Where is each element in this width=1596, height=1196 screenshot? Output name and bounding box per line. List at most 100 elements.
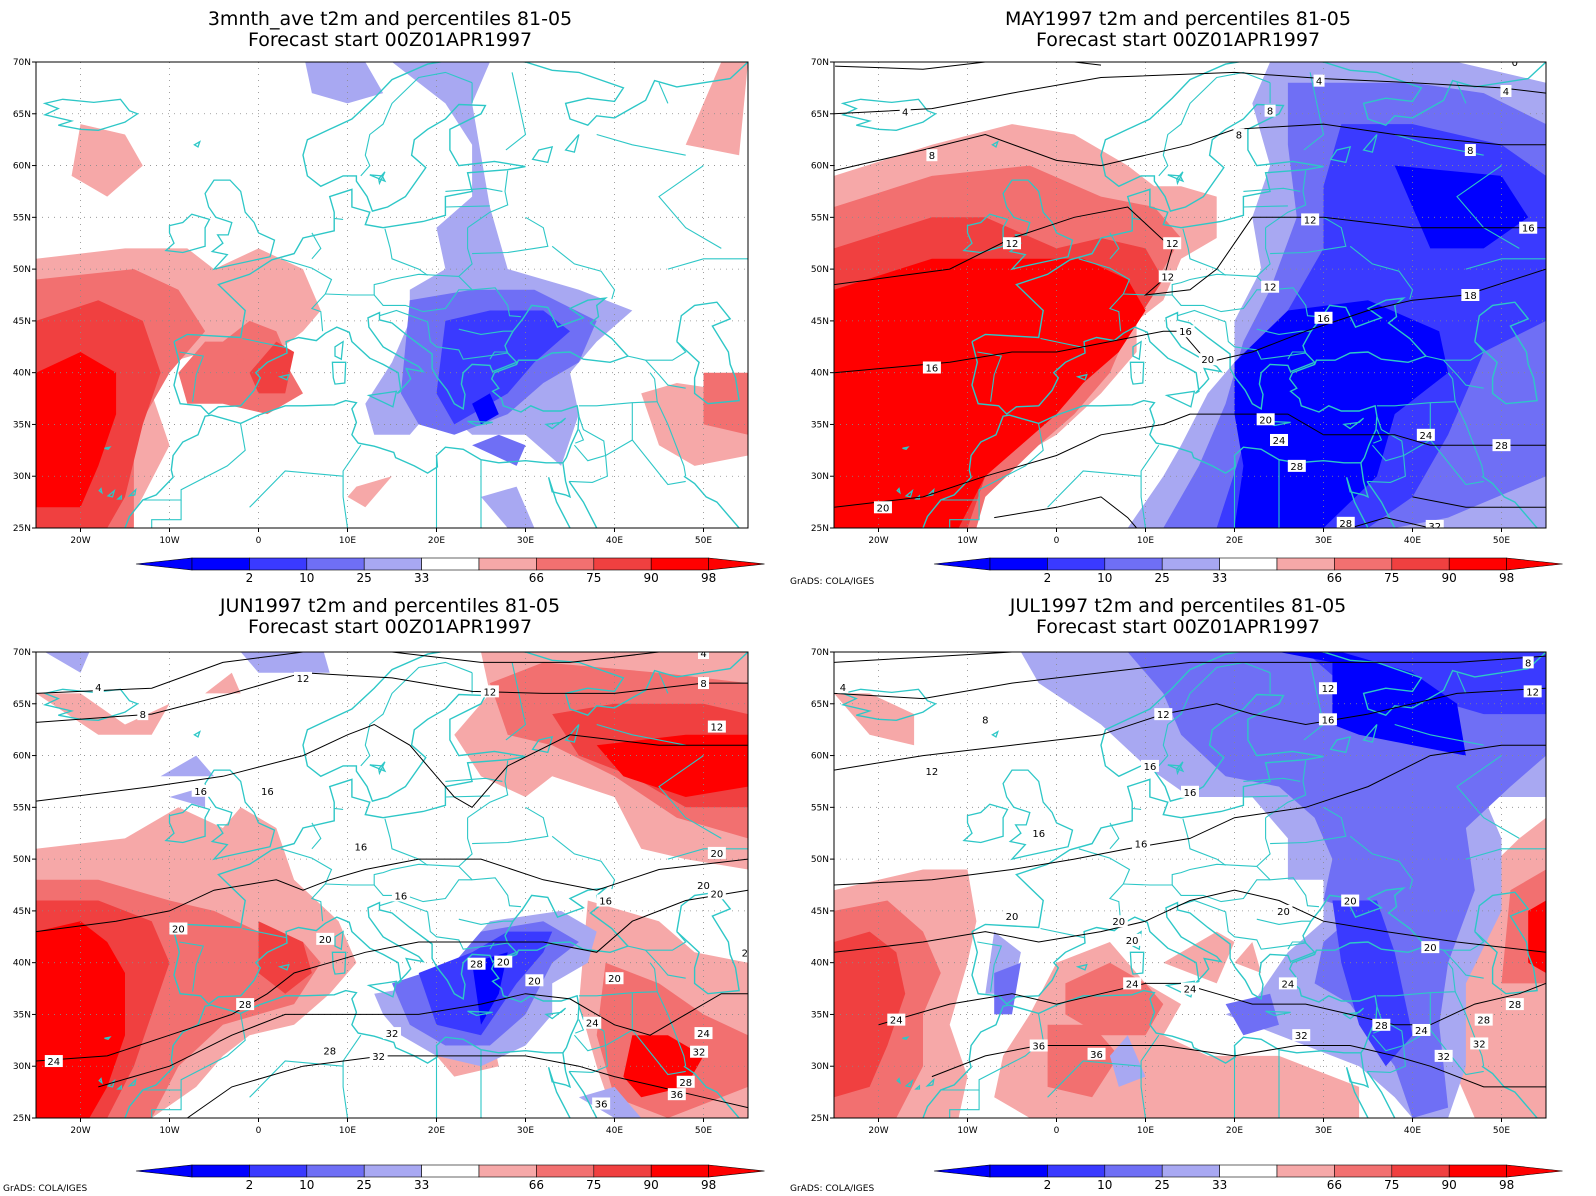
- isotherm-label: 24: [47, 1057, 60, 1068]
- isotherm-label-bg: [605, 972, 624, 985]
- grads-credit: GrADS: COLA/IGES: [3, 1184, 88, 1194]
- lat-tick-label: 35N: [811, 420, 829, 430]
- colorbar-label: 2: [246, 1178, 254, 1192]
- lon-tick-label: 50E: [1493, 536, 1510, 546]
- isotherm-label: 4: [1316, 77, 1322, 88]
- border: [1454, 991, 1485, 1067]
- isotherm-label: 24: [697, 1029, 710, 1040]
- panel-title-line2: Forecast start 00Z01APR1997: [247, 616, 533, 638]
- isotherm-label-bg: [1416, 428, 1435, 441]
- border: [656, 401, 687, 477]
- island: [104, 1036, 112, 1041]
- border: [1040, 337, 1086, 349]
- isotherm-label: 12: [710, 723, 723, 734]
- colorbar-label: 98: [1499, 571, 1514, 585]
- isotherm-label-bg: [383, 1027, 401, 1040]
- lon-tick-label: 10E: [1137, 536, 1154, 546]
- colorbar-arrow-low: [135, 1164, 193, 1178]
- isotherm-label: 12: [1526, 687, 1539, 698]
- border: [1177, 899, 1306, 950]
- border: [360, 71, 473, 177]
- isotherm-label: 28: [1495, 441, 1508, 452]
- colorbar-arrow-low: [135, 557, 193, 571]
- shade-region-p33: [305, 62, 384, 104]
- lat-tick-label: 50N: [13, 855, 31, 865]
- isotherm-label-bg: [698, 677, 709, 690]
- isotherm-label: 28: [679, 1078, 692, 1089]
- isotherm-label: 12: [1161, 272, 1174, 283]
- panel-title-line1: JUL1997 t2m and percentiles 81-05: [1009, 595, 1347, 617]
- border: [1394, 723, 1484, 746]
- colorbar-swatch: [306, 557, 365, 571]
- isotherm-label: 36: [595, 1100, 608, 1111]
- colorbar-swatch: [536, 1164, 595, 1178]
- lat-tick-label: 25N: [811, 1114, 829, 1124]
- colorbar-label: 2: [246, 571, 254, 585]
- isotherm-label-bg: [1425, 519, 1444, 528]
- border: [384, 228, 428, 276]
- colorbar-label: 90: [1442, 571, 1457, 585]
- isotherm-label-bg: [1163, 237, 1182, 250]
- isotherm-label: 16: [1179, 327, 1192, 338]
- isotherm-label-bg: [1154, 708, 1173, 721]
- island: [925, 487, 935, 497]
- island: [1362, 724, 1378, 743]
- border: [1256, 817, 1271, 867]
- isotherms: [36, 652, 748, 1118]
- shade-region-p33: [44, 652, 90, 673]
- border: [1443, 359, 1484, 389]
- coastline: [173, 652, 748, 933]
- border: [334, 807, 344, 810]
- map-plot: 70N 65N 60N 55N 50N 45N 40N 35N 30N 25N 20W 10W 0 10E…: [13, 58, 765, 585]
- island: [164, 803, 211, 844]
- lon-tick-label: 10E: [339, 536, 356, 546]
- isotherm-label-bg: [922, 765, 941, 778]
- isotherm-label: 16: [1322, 715, 1335, 726]
- isotherm-label: 8: [929, 151, 935, 162]
- isotherm-label: 20: [1112, 917, 1125, 928]
- isotherm-label: 8: [1236, 130, 1242, 141]
- border: [1132, 217, 1142, 220]
- colorbar-arrow-high: [708, 557, 765, 571]
- isotherm-label: 8: [982, 715, 988, 726]
- coastline: [676, 891, 740, 995]
- island: [127, 1077, 137, 1087]
- border: [949, 500, 980, 528]
- panel-title-line1: 3mnth_ave t2m and percentiles 81-05: [207, 8, 573, 30]
- shade-region-p66: [834, 693, 915, 746]
- border: [1373, 429, 1383, 444]
- colorbar-swatch: [191, 557, 250, 571]
- axes: 70N 65N 60N 55N 50N 45N 40N 35N 30N 25N 20W 10W 0 10E…: [811, 648, 1511, 1136]
- island: [164, 213, 211, 254]
- colorbar-label: 98: [701, 1178, 716, 1192]
- lon-tick-label: 50E: [695, 1126, 712, 1136]
- border: [1456, 755, 1520, 839]
- coastline: [124, 399, 563, 528]
- border: [667, 258, 748, 270]
- border: [445, 187, 503, 192]
- isotherm-label-bg: [694, 879, 713, 891]
- isotherm-label: 20: [1344, 897, 1357, 908]
- isotherm: [834, 889, 1546, 953]
- colorbar-label: 2: [1044, 571, 1052, 585]
- isotherm-label: 32: [1428, 522, 1441, 533]
- isotherm-label-bg: [1523, 685, 1542, 698]
- border: [379, 899, 508, 950]
- border: [249, 470, 344, 508]
- isotherm-label: 20: [877, 503, 890, 514]
- border: [573, 416, 607, 462]
- isotherm-label-bg: [1341, 894, 1360, 907]
- coastline: [1345, 462, 1370, 528]
- isotherm-label: 12: [1304, 215, 1317, 226]
- isotherm-label-bg: [1336, 516, 1355, 528]
- border: [373, 879, 473, 903]
- map-frame: [35, 61, 749, 529]
- coastline: [1481, 475, 1538, 528]
- lon-tick-label: 30E: [517, 1126, 534, 1136]
- border: [658, 672, 669, 694]
- coastline: [1366, 481, 1396, 528]
- colorbar: 2 10 25 33 66 75 90 98: [135, 1164, 765, 1192]
- isotherm: [834, 71, 1546, 115]
- isotherm-label: 36: [1090, 1050, 1103, 1061]
